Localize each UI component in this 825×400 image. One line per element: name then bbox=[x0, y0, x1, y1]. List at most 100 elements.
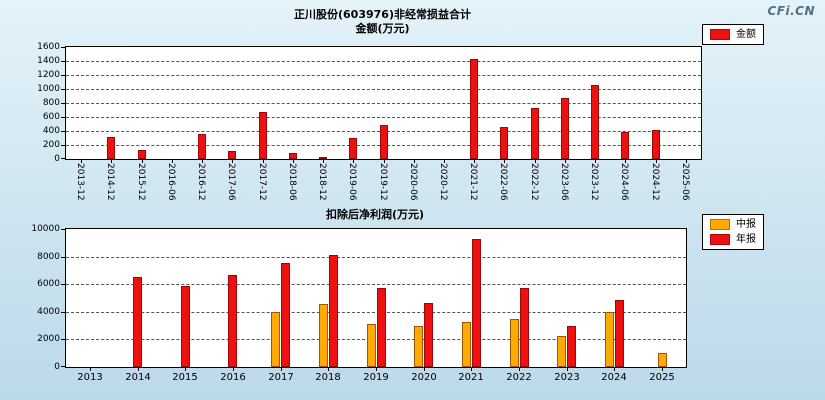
y-axis-tick-label: 200 bbox=[42, 140, 60, 150]
annual-report-bar bbox=[424, 303, 433, 367]
x-axis-tick bbox=[328, 367, 329, 371]
x-axis-tick-label: 2016-12 bbox=[196, 163, 206, 201]
x-axis-tick-label: 2025 bbox=[649, 372, 675, 383]
y-axis-tick bbox=[61, 61, 66, 62]
x-axis-tick-label: 2020-06 bbox=[408, 163, 418, 201]
x-axis-tick-label: 2015-12 bbox=[136, 163, 146, 201]
annual-report-bar bbox=[615, 300, 624, 367]
x-axis-tick bbox=[293, 159, 294, 163]
amount-bar bbox=[591, 85, 599, 159]
x-axis-tick bbox=[444, 159, 445, 163]
y-axis-tick-label: 6000 bbox=[37, 279, 60, 289]
amount-bar bbox=[138, 150, 146, 159]
x-axis-tick bbox=[474, 159, 475, 163]
x-axis-tick-label: 2017 bbox=[268, 372, 294, 383]
y-axis-tick bbox=[61, 257, 66, 258]
x-axis-tick-label: 2023-06 bbox=[559, 163, 569, 201]
x-axis-tick bbox=[323, 159, 324, 163]
y-axis-tick-label: 2000 bbox=[37, 334, 60, 344]
interim-report-bar bbox=[462, 322, 471, 367]
x-axis-tick bbox=[81, 159, 82, 163]
x-axis-tick-label: 2024-12 bbox=[650, 163, 660, 201]
y-axis-tick bbox=[61, 366, 66, 367]
y-axis-tick-label: 600 bbox=[42, 112, 60, 122]
y-axis-tick-label: 0 bbox=[54, 362, 60, 372]
top-chart-plot-area: 0 200 400 600 800 1000 1200 1400 1600 2013-12 2014… bbox=[37, 42, 702, 201]
y-axis-tick-label: 1400 bbox=[37, 56, 60, 66]
gridline bbox=[66, 117, 701, 118]
x-axis-tick-label: 2019 bbox=[363, 372, 389, 383]
interim-report-bar bbox=[557, 336, 566, 367]
x-axis-tick bbox=[625, 159, 626, 163]
top-chart-legend: 金额 bbox=[702, 24, 764, 45]
x-axis-tick-label: 2022-12 bbox=[529, 163, 539, 201]
amount-bar bbox=[621, 132, 629, 159]
amount-bar bbox=[470, 59, 478, 159]
x-axis-tick bbox=[565, 159, 566, 163]
x-axis-tick bbox=[519, 367, 520, 371]
y-axis-tick-label: 8000 bbox=[37, 252, 60, 262]
x-axis-tick-label: 2019-06 bbox=[347, 163, 357, 201]
x-axis-tick-label: 2021 bbox=[458, 372, 484, 383]
annual-report-bar bbox=[281, 263, 290, 367]
amount-swatch-icon bbox=[710, 29, 730, 40]
gridline bbox=[66, 312, 686, 313]
annual-report-bar bbox=[329, 255, 338, 367]
x-axis-tick bbox=[90, 367, 91, 371]
x-axis-tick bbox=[233, 367, 234, 371]
x-axis-tick bbox=[232, 159, 233, 163]
y-axis-tick-label: 1000 bbox=[37, 84, 60, 94]
y-axis-tick bbox=[61, 75, 66, 76]
y-axis-tick-label: 4000 bbox=[37, 307, 60, 317]
annual-report-bar bbox=[181, 286, 190, 367]
x-axis-tick bbox=[138, 367, 139, 371]
x-axis-tick bbox=[263, 159, 264, 163]
x-axis-tick bbox=[414, 159, 415, 163]
y-axis-tick-label: 800 bbox=[42, 98, 60, 108]
bottom-chart-legend: 中报 年报 bbox=[702, 214, 764, 250]
amount-bar bbox=[259, 112, 267, 159]
amount-bar bbox=[531, 108, 539, 159]
y-axis-tick bbox=[61, 117, 66, 118]
cfi-cn-logo: CFi.CN bbox=[767, 4, 815, 18]
gridline bbox=[66, 284, 686, 285]
x-axis-tick-label: 2013-12 bbox=[75, 163, 85, 201]
gridline bbox=[66, 339, 686, 340]
interim-report-bar bbox=[414, 326, 423, 367]
amount-bar bbox=[380, 125, 388, 159]
y-axis-tick-label: 400 bbox=[42, 126, 60, 136]
x-axis-tick bbox=[535, 159, 536, 163]
x-axis-tick-label: 2017-12 bbox=[257, 163, 267, 201]
x-axis-tick-label: 2016-06 bbox=[166, 163, 176, 201]
x-axis-tick bbox=[353, 159, 354, 163]
x-axis-tick-label: 2023-12 bbox=[589, 163, 599, 201]
y-axis-tick bbox=[61, 339, 66, 340]
amount-legend-label: 金额 bbox=[736, 29, 756, 40]
interim-report-bar bbox=[510, 319, 519, 367]
amount-bar bbox=[349, 138, 357, 159]
interim-legend-label: 中报 bbox=[736, 219, 756, 230]
x-axis-tick bbox=[471, 367, 472, 371]
x-axis-tick-label: 2024-06 bbox=[619, 163, 629, 201]
amount-bar bbox=[652, 130, 660, 159]
gridline bbox=[66, 61, 701, 62]
x-axis-tick-label: 2018-06 bbox=[287, 163, 297, 201]
legend-item-annual: 年报 bbox=[710, 234, 756, 245]
x-axis-tick bbox=[142, 159, 143, 163]
annual-legend-label: 年报 bbox=[736, 234, 756, 245]
x-axis-tick-label: 2017-06 bbox=[226, 163, 236, 201]
y-axis-tick bbox=[61, 89, 66, 90]
amount-bar bbox=[319, 157, 327, 159]
annual-report-bar bbox=[377, 288, 386, 367]
x-axis-tick-label: 2022 bbox=[506, 372, 532, 383]
x-axis-tick bbox=[185, 367, 186, 371]
x-axis-tick bbox=[595, 159, 596, 163]
x-axis-tick bbox=[662, 367, 663, 371]
y-axis-tick bbox=[61, 47, 66, 48]
interim-report-bar bbox=[271, 312, 280, 367]
annual-report-bar bbox=[228, 275, 237, 367]
interim-report-bar bbox=[367, 324, 376, 367]
gridline bbox=[66, 75, 701, 76]
x-axis-tick bbox=[686, 159, 687, 163]
